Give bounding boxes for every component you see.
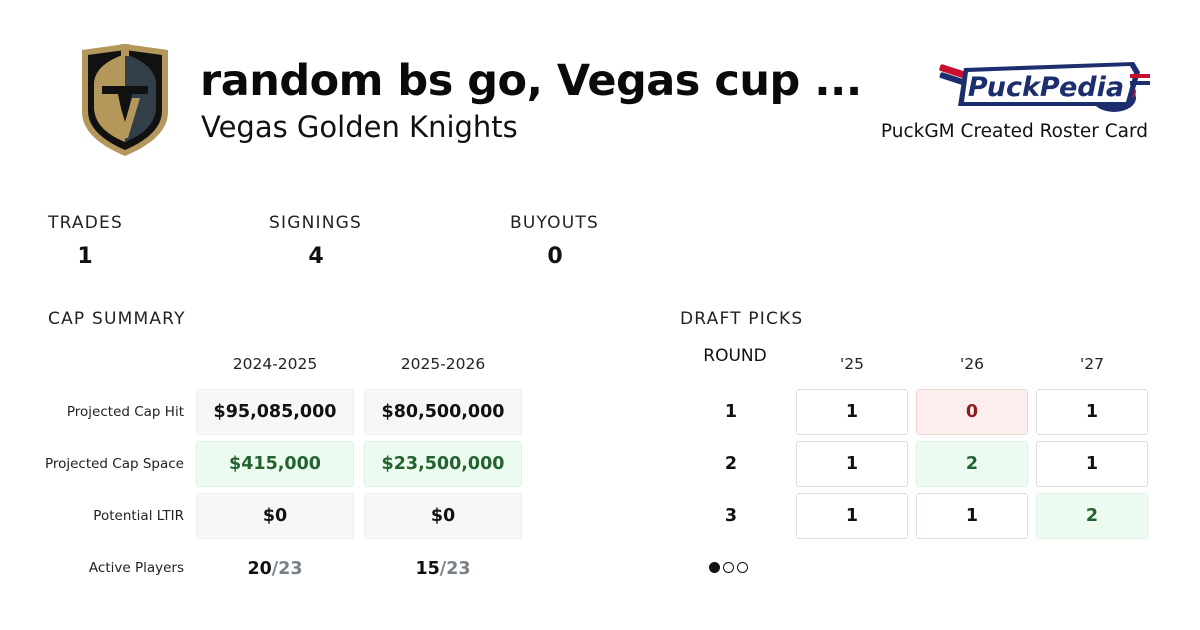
signings-value: 4 (308, 244, 324, 269)
cap-row-label: Projected Cap Space (44, 456, 184, 472)
buyouts-value: 0 (547, 244, 563, 269)
pick-cell: 1 (916, 493, 1028, 539)
active-players-value: 20/23 (196, 546, 354, 592)
ltir-cell: $0 (196, 493, 354, 539)
round-number: 2 (724, 454, 738, 474)
cap-space-cell: $23,500,000 (364, 441, 522, 487)
trades-label: TRADES (48, 213, 123, 233)
card-caption: PuckGM Created Roster Card (880, 121, 1148, 142)
year-header: '26 (960, 355, 984, 373)
year-header: '25 (840, 355, 864, 373)
active-players-label: Active Players (88, 560, 184, 576)
year-header: '27 (1080, 355, 1104, 373)
roster-max: /23 (439, 559, 471, 579)
round-header: ROUND (703, 346, 767, 366)
page-dot[interactable] (723, 562, 734, 573)
svg-text:PuckPedia: PuckPedia (968, 72, 1124, 103)
signings-label: SIGNINGS (269, 213, 362, 233)
cap-row-label: Projected Cap Hit (66, 404, 184, 420)
ltir-cell: $0 (364, 493, 522, 539)
buyouts-label: BUYOUTS (510, 213, 599, 233)
pick-cell: 2 (1036, 493, 1148, 539)
active-count: 20 (247, 559, 272, 579)
pick-cell: 2 (916, 441, 1028, 487)
trades-value: 1 (77, 244, 93, 269)
active-players-value: 15/23 (364, 546, 522, 592)
season-header: 2024-2025 (232, 355, 318, 373)
pick-cell: 1 (796, 493, 908, 539)
round-number: 1 (724, 402, 738, 422)
round-number: 3 (724, 506, 738, 526)
cap-summary-heading: CAP SUMMARY (48, 309, 186, 329)
cap-row-label: Potential LTIR (93, 508, 184, 524)
page-dot-active[interactable] (709, 562, 720, 573)
page-dot[interactable] (737, 562, 748, 573)
puckpedia-logo: PuckPedia (934, 54, 1152, 120)
season-header: 2025-2026 (400, 355, 486, 373)
page-indicator (709, 562, 748, 573)
draft-picks-heading: DRAFT PICKS (680, 309, 804, 329)
pick-cell: 1 (1036, 441, 1148, 487)
pick-cell: 1 (796, 389, 908, 435)
roster-max: /23 (271, 559, 303, 579)
cap-hit-cell: $95,085,000 (196, 389, 354, 435)
roster-card-title: random bs go, Vegas cup ... (200, 56, 862, 106)
team-logo (80, 42, 170, 158)
pick-cell: 1 (1036, 389, 1148, 435)
team-name: Vegas Golden Knights (201, 110, 518, 144)
cap-space-cell: $415,000 (196, 441, 354, 487)
pick-cell: 0 (916, 389, 1028, 435)
active-count: 15 (415, 559, 440, 579)
pick-cell: 1 (796, 441, 908, 487)
cap-hit-cell: $80,500,000 (364, 389, 522, 435)
